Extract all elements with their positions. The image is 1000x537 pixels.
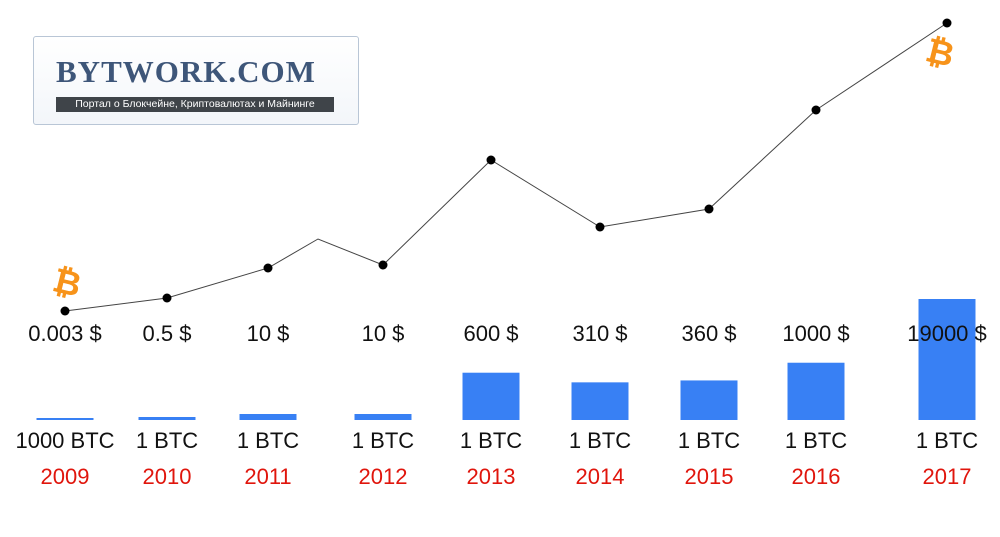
bar-2009 — [36, 418, 94, 420]
logo-subtitle: Портал о Блокчейне, Криптовалютах и Майн… — [56, 97, 334, 112]
year-label: 2014 — [576, 464, 625, 489]
price-label: 0.003 $ — [28, 321, 101, 346]
price-label: 600 $ — [463, 321, 518, 346]
price-label: 10 $ — [362, 321, 405, 346]
amount-label: 1 BTC — [678, 428, 740, 453]
svg-text:₿: ₿ — [49, 260, 86, 306]
bar-2014 — [571, 382, 629, 420]
year-label: 2010 — [143, 464, 192, 489]
point-2009 — [60, 306, 70, 316]
point-2011 — [263, 263, 273, 273]
bitcoin-icon: ₿ — [922, 30, 959, 76]
bar-2016 — [787, 362, 845, 420]
year-label: 2009 — [41, 464, 90, 489]
year-label: 2011 — [244, 464, 291, 489]
amount-label: 1 BTC — [916, 428, 978, 453]
bar-2017 — [918, 299, 976, 420]
bar-2013 — [462, 372, 520, 420]
point-2016 — [811, 105, 821, 115]
price-label: 10 $ — [247, 321, 290, 346]
price-label: 0.5 $ — [143, 321, 192, 346]
year-label: 2017 — [923, 464, 972, 489]
bar-2012 — [354, 414, 412, 420]
price-trend-line — [64, 22, 948, 312]
bar-2015 — [680, 380, 738, 420]
point-2014 — [595, 222, 605, 232]
bar-2011 — [239, 414, 297, 420]
amount-label: 1 BTC — [237, 428, 299, 453]
amount-label: 1 BTC — [352, 428, 414, 453]
price-label: 360 $ — [681, 321, 736, 346]
point-2010 — [162, 293, 172, 303]
svg-text:₿: ₿ — [922, 30, 959, 76]
logo-title: BYTWORK.COM — [56, 54, 316, 89]
price-label: 19000 $ — [907, 321, 987, 346]
point-2012 — [378, 260, 388, 270]
point-2017 — [942, 18, 952, 28]
amount-label: 1 BTC — [136, 428, 198, 453]
amount-label: 1 BTC — [785, 428, 847, 453]
bitcoin-icon: ₿ — [49, 260, 86, 306]
point-2015 — [704, 204, 714, 214]
year-label: 2015 — [685, 464, 734, 489]
logo-panel: BYTWORK.COM Портал о Блокчейне, Криптова… — [33, 36, 359, 125]
bar-2010 — [138, 417, 196, 420]
point-2013 — [486, 155, 496, 165]
year-label: 2012 — [359, 464, 408, 489]
amount-label: 1 BTC — [460, 428, 522, 453]
year-label: 2013 — [467, 464, 516, 489]
price-label: 310 $ — [572, 321, 627, 346]
amount-label: 1 BTC — [569, 428, 631, 453]
amount-label: 1000 BTC — [15, 428, 114, 453]
price-label: 1000 $ — [782, 321, 849, 346]
year-label: 2016 — [792, 464, 841, 489]
